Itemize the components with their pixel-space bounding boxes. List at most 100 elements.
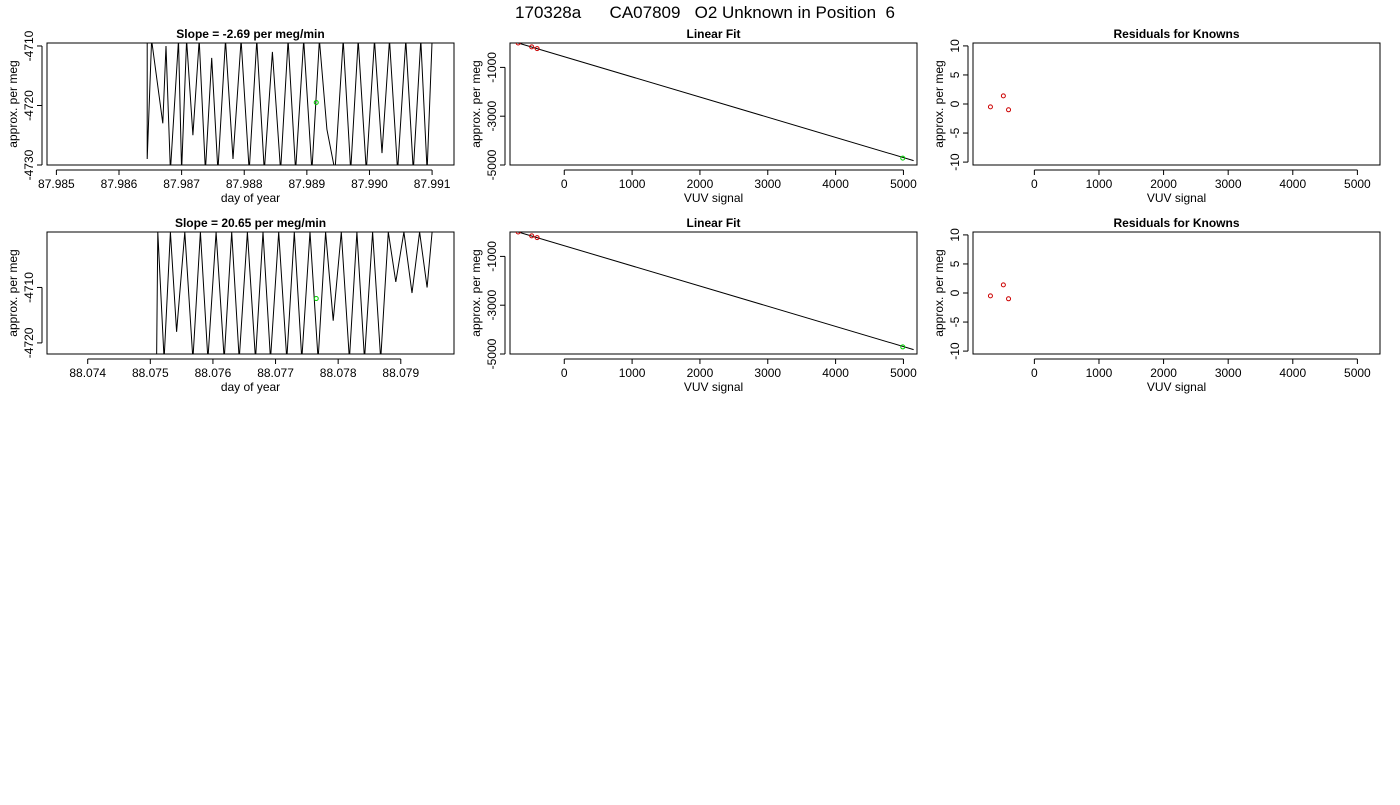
y-tick-label: -10 — [948, 153, 962, 171]
x-tick-label: 0 — [561, 177, 568, 191]
y-tick-label: -4710 — [22, 30, 36, 61]
x-tick-label: 87.990 — [351, 177, 388, 191]
x-tick-label: 5000 — [1344, 366, 1371, 380]
x-tick-label: 0 — [561, 366, 568, 380]
plot-frame — [972, 42, 1381, 166]
y-tick-label: -1000 — [485, 52, 499, 83]
y-tick-label: 10 — [948, 39, 962, 53]
chart-panel-5: Linear Fit 0 1000 2000 3000 4000 5000 VUV signa… — [469, 216, 918, 394]
x-tick-label: 3000 — [754, 366, 781, 380]
x-tick-label: 5000 — [890, 177, 917, 191]
chart-panel-6: Residuals for Knowns 0 1000 2000 3000 4000 500… — [932, 216, 1381, 394]
known-point — [529, 44, 535, 50]
chart-panel-2: Linear Fit 0 1000 2000 3000 4000 5000 VUV signa… — [469, 27, 918, 205]
unknown-point — [313, 100, 319, 106]
y-axis-label: approx. per meg — [469, 60, 483, 147]
y-tick-label: -5 — [948, 127, 962, 138]
y-tick-label: 0 — [948, 289, 962, 296]
plot-area — [156, 232, 433, 354]
x-axis-label: day of year — [221, 380, 280, 394]
y-tick-label: -5000 — [485, 149, 499, 180]
x-tick-label: 4000 — [1279, 177, 1306, 191]
x-tick-label: 2000 — [1150, 177, 1177, 191]
plot-frame — [46, 231, 455, 355]
y-tick-label: -10 — [948, 342, 962, 360]
y-tick-label: 5 — [948, 260, 962, 267]
y-tick-label: -5000 — [485, 338, 499, 369]
x-tick-label: 88.077 — [257, 366, 294, 380]
y-axis-label: approx. per meg — [6, 249, 20, 336]
unknown-point — [900, 344, 906, 350]
chart-title: Linear Fit — [686, 216, 740, 230]
x-tick-label: 0 — [1031, 177, 1038, 191]
x-tick-label: 1000 — [1086, 177, 1113, 191]
x-tick-label: 5000 — [1344, 177, 1371, 191]
x-tick-label: 4000 — [822, 177, 849, 191]
x-tick-label: 5000 — [890, 366, 917, 380]
known-point — [515, 232, 521, 235]
x-tick-label: 1000 — [619, 366, 646, 380]
x-tick-label: 4000 — [822, 366, 849, 380]
unknown-point — [900, 155, 906, 161]
chart-title: Linear Fit — [686, 27, 740, 41]
plot-frame — [972, 231, 1381, 355]
known-point — [515, 43, 521, 46]
x-axis-label: VUV signal — [1147, 380, 1206, 394]
residual-point — [1000, 93, 1006, 99]
x-tick-label: 87.986 — [101, 177, 138, 191]
y-tick-label: -3000 — [485, 101, 499, 132]
chart-title: Slope = -2.69 per meg/min — [176, 27, 324, 41]
x-tick-label: 3000 — [1215, 177, 1242, 191]
residual-point — [1006, 296, 1012, 302]
y-tick-label: -4720 — [22, 90, 36, 121]
x-tick-label: 1000 — [1086, 366, 1113, 380]
x-axis-label: day of year — [221, 191, 280, 205]
x-tick-label: 88.074 — [69, 366, 106, 380]
y-tick-label: 5 — [948, 71, 962, 78]
y-tick-label: -4730 — [22, 149, 36, 180]
chart-title: Residuals for Knowns — [1113, 27, 1239, 41]
known-point — [534, 46, 540, 52]
y-axis-label: approx. per meg — [932, 249, 946, 336]
series-line — [146, 43, 433, 165]
y-axis-label: approx. per meg — [6, 60, 20, 147]
x-tick-label: 88.078 — [320, 366, 357, 380]
x-tick-label: 87.987 — [163, 177, 200, 191]
x-tick-label: 2000 — [1150, 366, 1177, 380]
x-tick-label: 3000 — [1215, 366, 1242, 380]
y-tick-label: -4710 — [22, 272, 36, 303]
series-line — [156, 232, 433, 354]
fit-line — [517, 232, 914, 351]
x-tick-label: 0 — [1031, 366, 1038, 380]
y-axis-label: approx. per meg — [469, 249, 483, 336]
x-tick-label: 88.075 — [132, 366, 169, 380]
plot-area — [987, 93, 1012, 113]
plot-area — [987, 282, 1012, 302]
x-tick-label: 88.079 — [382, 366, 419, 380]
x-axis-label: VUV signal — [1147, 191, 1206, 205]
plot-area — [515, 43, 914, 162]
unknown-point — [313, 296, 319, 302]
plot-frame — [46, 42, 455, 166]
x-tick-label: 2000 — [687, 177, 714, 191]
y-tick-label: -3000 — [485, 290, 499, 321]
plot-area — [146, 43, 433, 165]
x-tick-label: 87.991 — [414, 177, 451, 191]
plot-area — [515, 232, 914, 351]
chart-title: Slope = 20.65 per meg/min — [175, 216, 326, 230]
chart-panel-1: Slope = -2.69 per meg/min 87.985 87.986 87.… — [6, 27, 455, 205]
x-tick-label: 87.988 — [226, 177, 263, 191]
residual-point — [987, 293, 993, 299]
x-tick-label: 1000 — [619, 177, 646, 191]
y-tick-label: 0 — [948, 100, 962, 107]
residual-point — [1000, 282, 1006, 288]
chart-title: Residuals for Knowns — [1113, 216, 1239, 230]
chart-panel-3: Residuals for Knowns 0 1000 2000 3000 4000 500… — [932, 27, 1381, 205]
x-tick-label: 87.989 — [289, 177, 326, 191]
x-axis-label: VUV signal — [684, 380, 743, 394]
x-tick-label: 3000 — [754, 177, 781, 191]
page-title: 170328a CA07809 O2 Unknown in Position 6 — [515, 3, 895, 22]
fit-line — [517, 43, 914, 162]
y-tick-label: -5 — [948, 316, 962, 327]
